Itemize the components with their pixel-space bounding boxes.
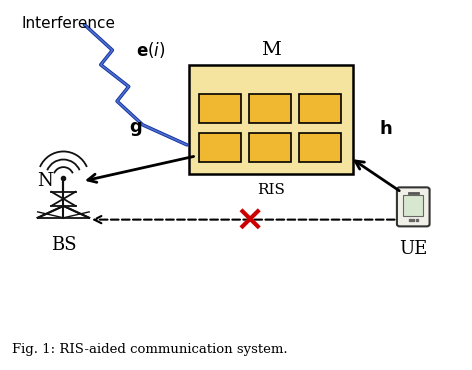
Bar — [189, 65, 353, 174]
Text: $\mathbf{h}$: $\mathbf{h}$ — [379, 120, 392, 138]
Bar — [199, 94, 241, 123]
Text: BS: BS — [51, 236, 76, 254]
Text: RIS: RIS — [257, 183, 285, 197]
FancyBboxPatch shape — [397, 187, 430, 226]
Text: UE: UE — [399, 240, 428, 258]
Text: $\mathbf{g}$: $\mathbf{g}$ — [129, 120, 143, 138]
Text: $\mathbf{\times}$: $\mathbf{\times}$ — [234, 203, 262, 237]
Bar — [299, 94, 341, 123]
Bar — [199, 133, 241, 162]
Text: $\mathbf{e}(i)$: $\mathbf{e}(i)$ — [136, 40, 165, 60]
Text: M: M — [261, 41, 281, 59]
Bar — [249, 133, 291, 162]
Text: N: N — [37, 172, 53, 190]
Bar — [404, 195, 423, 216]
Text: Fig. 1: RIS-aided communication system.: Fig. 1: RIS-aided communication system. — [12, 343, 288, 356]
Bar — [299, 133, 341, 162]
Bar — [249, 94, 291, 123]
Text: Interference: Interference — [21, 16, 116, 31]
